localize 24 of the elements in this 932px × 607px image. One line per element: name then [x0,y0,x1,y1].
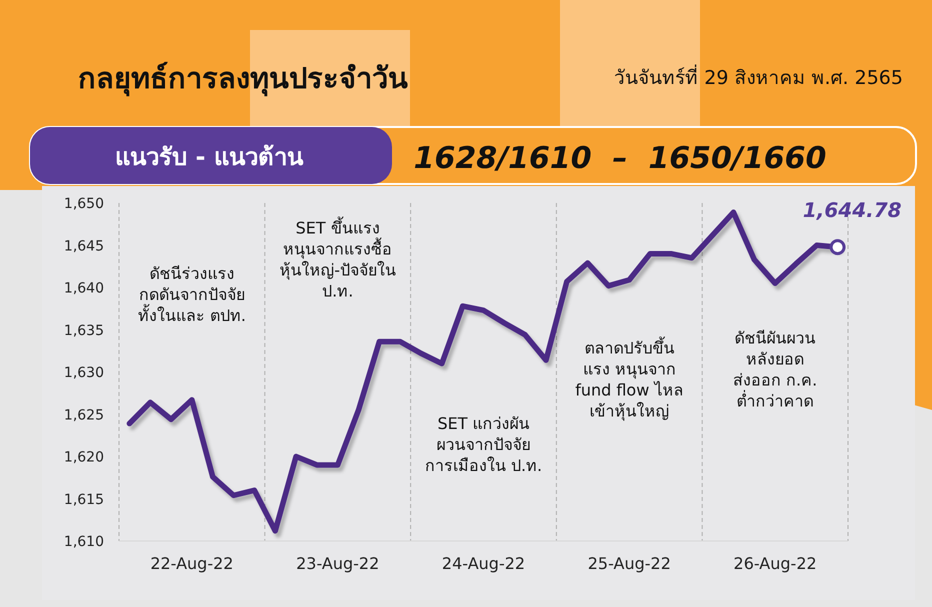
y-tick-label: 1,620 [64,450,104,466]
chart-subtitle: วันจันทร์ที่ 29 สิงหาคม พ.ศ. 2565 [614,64,903,89]
x-tick-label: 23-Aug-22 [296,554,380,573]
y-tick-label: 1,645 [64,238,104,254]
x-tick-label: 25-Aug-22 [588,554,671,573]
y-tick-label: 1,610 [64,534,104,550]
y-tick-label: 1,650 [64,196,104,212]
annotation: ดัชนีร่วงแรง กดดันจากปัจจัย ทั้งในและ ตปท. [138,264,246,326]
y-tick-label: 1,615 [64,492,104,508]
x-tick-label: 26-Aug-22 [734,554,817,573]
annotation: ดัชนีผันผวน หลังยอด ส่งออก ก.ค. ต่ำกว่าคาด [732,328,818,411]
text: 1628/1610 – 1650/1660 [414,141,826,176]
data-label: 1,644.78 [802,198,902,222]
y-tick-label: 1,630 [64,365,104,381]
annotation: SET ขึ้นแรง หนุนจากแรงซื้อ หุ้นใหญ่-ปัจจัยใน ป.ท. [279,216,396,301]
y-tick-label: 1,635 [64,322,104,339]
y-tick-label: 1,625 [64,407,104,424]
chart-title: กลยุทธ์การลงทุนประจำวัน [78,61,408,96]
x-tick-label: 22-Aug-22 [150,554,234,573]
y-tick-label: 1,640 [64,280,104,296]
text: แนวรับ - แนวต้าน [115,143,304,171]
x-tick-label: 24-Aug-22 [442,554,526,573]
annotation: SET แกว่งผัน ผวนจากปัจจัย การเมืองใน ป.ท. [424,414,542,476]
annotation: ตลาดปรับขึ้น แรง หนุนจาก fund flow ไหล เข้าหุ้นใหญ่ [575,336,684,422]
